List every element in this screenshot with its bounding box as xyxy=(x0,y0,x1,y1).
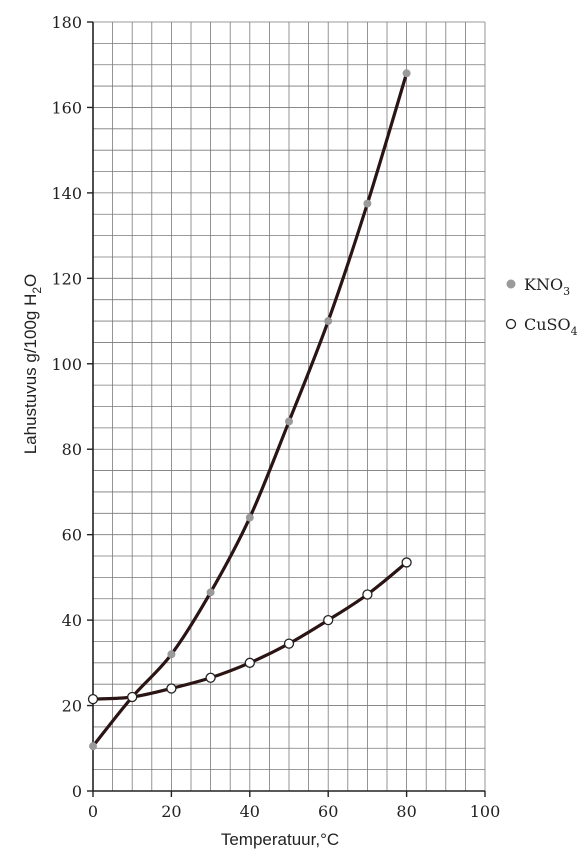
y-axis-title-subscript: 2 xyxy=(30,287,44,294)
data-point-cuso4 xyxy=(323,614,334,626)
data-point-cuso4 xyxy=(166,683,177,694)
x-axis-title: Temperatuur,°C xyxy=(221,830,339,849)
data-point-cuso4 xyxy=(362,589,373,600)
x-tick-label: 0 xyxy=(88,802,98,821)
y-tick-label: 0 xyxy=(72,782,82,801)
data-point-cuso4 xyxy=(401,557,412,568)
y-tick-label: 100 xyxy=(51,355,82,374)
y-axis-title-main: Lahustuvus g/100g H xyxy=(21,294,40,455)
y-axis-title: Lahustuvus g/100g H2O xyxy=(21,274,44,455)
legend-label-cuso4: CuSO4 xyxy=(524,315,578,338)
tick-labels: 0 20 40 60 80 100 0 20 40 60 80 100 120 140 160 180 xyxy=(51,13,500,821)
data-point-cuso4 xyxy=(244,657,255,668)
data-point-kno3 xyxy=(402,69,411,78)
legend-item-cuso4: CuSO4 xyxy=(505,315,578,338)
x-tick-label: 100 xyxy=(470,802,501,821)
y-tick-label: 180 xyxy=(51,13,82,32)
y-tick-label: 140 xyxy=(51,184,82,203)
data-point-cuso4 xyxy=(205,672,216,683)
data-point-cuso4 xyxy=(127,691,138,703)
data-point-kno3 xyxy=(167,650,176,659)
data-point-kno3 xyxy=(89,742,97,751)
y-tick-label: 60 xyxy=(62,526,82,545)
y-tick-label: 80 xyxy=(62,440,82,459)
data-point-kno3 xyxy=(245,513,254,522)
series-line-kno3 xyxy=(91,71,409,748)
y-tick-label: 20 xyxy=(62,697,82,716)
data-point-kno3 xyxy=(285,417,293,426)
legend-marker-kno3 xyxy=(506,279,516,289)
legend-marker-cuso4 xyxy=(505,318,517,330)
data-point-kno3 xyxy=(363,199,372,208)
legend-item-kno3: KNO3 xyxy=(506,275,570,298)
data-point-kno3 xyxy=(206,588,215,597)
x-tick-label: 60 xyxy=(318,802,338,821)
y-tick-label: 120 xyxy=(51,269,82,288)
legend-label-kno3: KNO3 xyxy=(524,275,570,298)
y-tick-label: 160 xyxy=(51,98,82,117)
x-tick-label: 20 xyxy=(161,802,181,821)
data-point-kno3 xyxy=(324,317,333,326)
x-tick-label: 80 xyxy=(396,802,416,821)
x-tick-label: 40 xyxy=(240,802,260,821)
y-axis-title-tail: O xyxy=(21,274,40,287)
data-point-cuso4 xyxy=(87,693,99,705)
legend: KNO3 CuSO4 xyxy=(505,275,578,338)
series-points xyxy=(87,69,412,751)
y-tick-label: 40 xyxy=(62,611,82,630)
grid xyxy=(92,21,486,792)
data-point-cuso4 xyxy=(283,638,295,649)
axes xyxy=(87,21,486,797)
